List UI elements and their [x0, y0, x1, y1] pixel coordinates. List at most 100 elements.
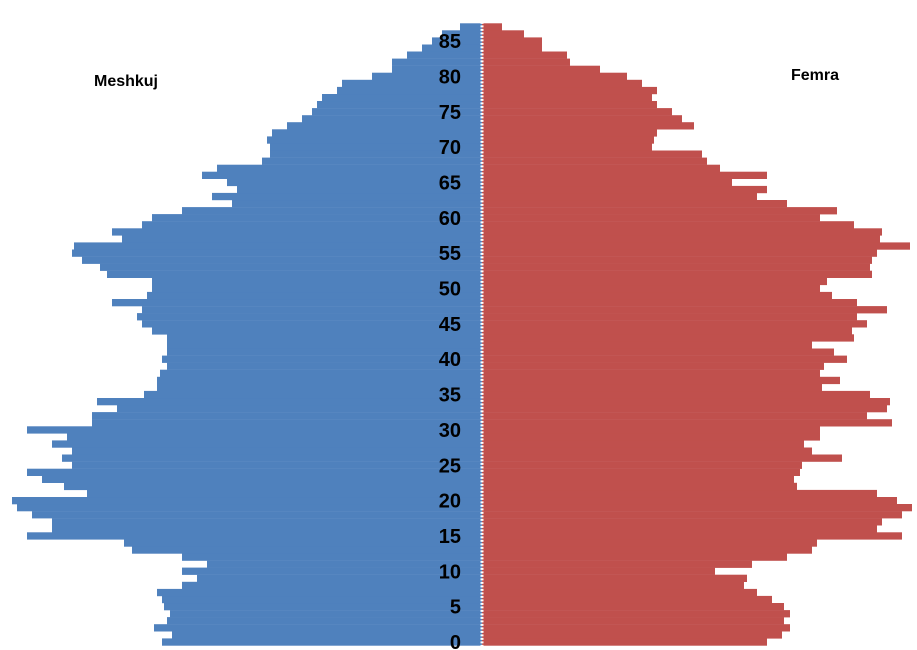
- female-bar-age-30: [482, 426, 820, 434]
- male-bar-age-12: [182, 553, 482, 561]
- male-bar-age-79: [342, 79, 482, 88]
- female-bar-age-41: [482, 348, 834, 356]
- male-series: [12, 23, 482, 646]
- male-bar-age-76: [317, 101, 482, 109]
- male-bar-age-38: [160, 369, 482, 377]
- female-bar-age-31: [482, 419, 892, 427]
- female-bar-age-5: [482, 603, 784, 611]
- male-bar-age-21: [87, 489, 482, 498]
- female-bar-age-68: [482, 157, 707, 165]
- male-bar-age-55: [72, 249, 482, 257]
- tick-label-85: 85: [439, 31, 461, 53]
- male-bar-age-54: [82, 256, 482, 264]
- tick-label-30: 30: [439, 420, 461, 442]
- female-bar-age-15: [482, 532, 902, 540]
- female-bar-age-21: [482, 489, 877, 498]
- female-bar-age-87: [482, 23, 502, 31]
- female-bar-age-79: [482, 79, 642, 88]
- female-bar-age-20: [482, 497, 897, 505]
- male-bar-age-35: [144, 390, 482, 399]
- tick-label-25: 25: [439, 455, 461, 477]
- male-bar-age-64: [237, 185, 482, 194]
- tick-label-60: 60: [439, 208, 461, 230]
- female-bar-age-64: [482, 185, 767, 194]
- male-bar-age-46: [137, 313, 482, 321]
- female-bar-age-44: [482, 327, 852, 335]
- male-bar-age-50: [152, 284, 482, 293]
- female-bar-age-24: [482, 468, 800, 476]
- male-bar-age-13: [132, 546, 482, 554]
- female-bar-age-22: [482, 482, 797, 491]
- female-bar-age-19: [482, 504, 912, 512]
- male-bar-age-84: [422, 44, 482, 52]
- age-tick-labels: 0 5 10 15 20 25 30 35 40 45 50 55 60 65 70 75 80 85: [439, 31, 461, 650]
- female-bar-age-0: [482, 638, 767, 646]
- tick-label-75: 75: [439, 102, 461, 124]
- female-bar-age-72: [482, 129, 657, 137]
- tick-label-80: 80: [439, 66, 461, 88]
- female-bar-age-18: [482, 511, 902, 519]
- female-bar-age-39: [482, 362, 824, 370]
- male-bar-age-17: [52, 518, 482, 526]
- male-bar-age-11: [207, 560, 482, 568]
- male-bar-age-5: [164, 603, 482, 611]
- female-bar-age-85: [482, 37, 542, 45]
- male-bar-age-71: [267, 136, 482, 144]
- female-bar-age-81: [482, 65, 600, 73]
- female-bar-age-3: [482, 617, 784, 625]
- male-bar-age-44: [152, 327, 482, 335]
- male-bar-age-41: [167, 348, 482, 356]
- male-bar-age-20: [12, 497, 482, 505]
- female-bar-age-17: [482, 518, 882, 526]
- female-bar-age-75: [482, 108, 672, 116]
- male-bar-age-86: [442, 30, 482, 38]
- female-bar-age-27: [482, 447, 812, 455]
- female-bar-age-28: [482, 440, 804, 448]
- tick-label-15: 15: [439, 526, 461, 548]
- female-bar-age-57: [482, 235, 880, 243]
- female-bar-age-70: [482, 143, 652, 151]
- female-bar-age-33: [482, 405, 887, 413]
- male-bar-age-68: [262, 157, 482, 165]
- female-bar-age-61: [482, 207, 837, 215]
- male-bar-age-3: [167, 617, 482, 625]
- tick-label-20: 20: [439, 491, 461, 513]
- tick-label-65: 65: [439, 172, 461, 194]
- female-bar-age-8: [482, 581, 744, 590]
- female-bar-age-77: [482, 94, 652, 102]
- female-bar-age-56: [482, 242, 910, 250]
- male-bar-age-60: [152, 214, 482, 222]
- male-bar-age-85: [432, 37, 482, 45]
- male-bar-age-29: [67, 433, 482, 441]
- male-bar-age-62: [232, 200, 482, 208]
- male-bar-age-49: [147, 291, 482, 300]
- male-bar-age-15: [27, 532, 482, 540]
- male-bar-age-65: [227, 178, 482, 187]
- female-bar-age-1: [482, 631, 782, 639]
- female-bar-age-29: [482, 433, 820, 441]
- male-bar-age-48: [112, 299, 482, 307]
- female-bar-age-45: [482, 320, 867, 328]
- female-bar-age-14: [482, 539, 817, 547]
- male-bar-age-24: [27, 468, 482, 476]
- male-bar-age-14: [124, 539, 482, 547]
- male-bar-age-67: [217, 164, 482, 172]
- male-bar-age-19: [17, 504, 482, 512]
- male-bar-age-0: [162, 638, 482, 646]
- female-bar-age-65: [482, 178, 732, 187]
- legend-label-female: Femra: [791, 67, 839, 84]
- female-series: [482, 23, 912, 646]
- female-bar-age-74: [482, 115, 682, 123]
- female-bar-age-25: [482, 461, 802, 469]
- male-bar-age-42: [167, 341, 482, 349]
- female-bar-age-63: [482, 192, 757, 201]
- female-bar-age-76: [482, 101, 657, 109]
- female-bar-age-84: [482, 44, 542, 52]
- female-bar-age-4: [482, 610, 790, 618]
- female-bar-age-40: [482, 355, 847, 363]
- male-bar-age-57: [122, 235, 482, 243]
- male-bar-age-78: [337, 86, 482, 95]
- male-bar-age-80: [372, 72, 482, 80]
- male-bar-age-4: [170, 610, 482, 618]
